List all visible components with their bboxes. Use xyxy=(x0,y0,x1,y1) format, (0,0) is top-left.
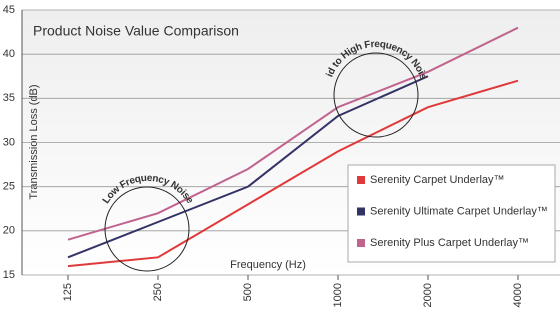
x-tick-label: 4000 xyxy=(512,283,524,307)
series-line xyxy=(67,79,519,268)
annotation-circle xyxy=(333,52,419,138)
legend xyxy=(347,164,556,263)
legend-label: Serenity Plus Carpet Underlay™ xyxy=(370,237,529,249)
chart-title: Product Noise Value Comparison xyxy=(33,23,239,39)
legend-swatch xyxy=(357,239,365,247)
y-tick-label: 30 xyxy=(3,136,15,148)
legend-swatch xyxy=(357,176,365,184)
legend-label: Serenity Ultimate Carpet Underlay™ xyxy=(370,205,548,217)
series-line xyxy=(67,75,429,259)
x-tick-label: 2000 xyxy=(422,283,434,307)
legend-label: Serenity Carpet Underlay™ xyxy=(370,174,505,186)
y-tick-label: 45 xyxy=(3,4,15,16)
y-tick-label: 40 xyxy=(3,48,15,60)
x-tick-label: 250 xyxy=(152,283,164,301)
x-tick-label: 500 xyxy=(242,283,254,301)
series-line xyxy=(67,26,519,241)
legend-swatch xyxy=(357,207,365,216)
annotation-circle xyxy=(104,186,190,272)
y-tick-label: 35 xyxy=(3,92,15,104)
y-tick-label: 15 xyxy=(3,269,15,281)
x-axis-title: Frequency (Hz) xyxy=(230,259,306,271)
x-tick-label: 125 xyxy=(62,283,74,301)
y-tick-label: 25 xyxy=(3,181,15,193)
y-axis-title: Transmission Loss (dB) xyxy=(28,84,40,199)
x-tick-label: 1000 xyxy=(332,283,344,307)
y-tick-label: 20 xyxy=(3,225,15,237)
